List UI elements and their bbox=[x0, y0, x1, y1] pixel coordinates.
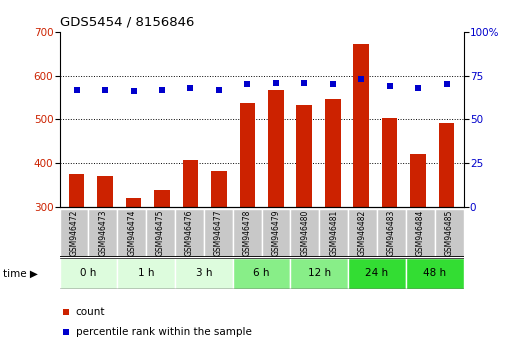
Bar bbox=[60, 258, 117, 289]
Bar bbox=[325, 99, 340, 207]
Bar bbox=[154, 190, 170, 207]
Bar bbox=[60, 209, 89, 257]
Text: GSM946479: GSM946479 bbox=[271, 210, 281, 256]
Text: GSM946472: GSM946472 bbox=[69, 210, 79, 256]
Bar bbox=[233, 258, 291, 289]
Point bbox=[215, 87, 223, 92]
Text: 12 h: 12 h bbox=[308, 268, 331, 279]
Text: GSM946481: GSM946481 bbox=[329, 210, 338, 256]
Text: GSM946475: GSM946475 bbox=[156, 210, 165, 256]
Bar bbox=[406, 258, 464, 289]
Bar bbox=[268, 90, 284, 207]
Text: GSM946474: GSM946474 bbox=[127, 210, 136, 256]
Bar bbox=[146, 209, 175, 257]
Text: GSM946482: GSM946482 bbox=[358, 210, 367, 256]
Bar bbox=[126, 198, 141, 207]
Text: GSM946478: GSM946478 bbox=[242, 210, 252, 256]
Text: 0 h: 0 h bbox=[80, 268, 97, 279]
Text: GSM946473: GSM946473 bbox=[98, 210, 107, 256]
Bar bbox=[175, 209, 204, 257]
Text: percentile rank within the sample: percentile rank within the sample bbox=[76, 327, 252, 337]
Bar bbox=[353, 44, 369, 207]
Text: GSM946480: GSM946480 bbox=[300, 210, 309, 256]
Bar bbox=[239, 103, 255, 207]
Point bbox=[442, 81, 451, 87]
Bar bbox=[89, 209, 117, 257]
Point bbox=[101, 87, 109, 92]
Text: time ▶: time ▶ bbox=[3, 268, 37, 279]
Bar bbox=[439, 124, 454, 207]
Bar bbox=[117, 209, 146, 257]
Point bbox=[414, 85, 422, 91]
Text: 6 h: 6 h bbox=[253, 268, 270, 279]
Point bbox=[385, 83, 394, 89]
Text: 48 h: 48 h bbox=[423, 268, 447, 279]
Text: GSM946484: GSM946484 bbox=[416, 210, 425, 256]
Text: GSM946477: GSM946477 bbox=[214, 210, 223, 256]
Point bbox=[73, 87, 81, 92]
Point bbox=[328, 81, 337, 87]
Bar bbox=[319, 209, 348, 257]
Text: GDS5454 / 8156846: GDS5454 / 8156846 bbox=[60, 16, 194, 29]
Bar bbox=[262, 209, 291, 257]
Bar bbox=[348, 258, 406, 289]
Bar bbox=[117, 258, 175, 289]
Text: GSM946476: GSM946476 bbox=[185, 210, 194, 256]
Point bbox=[300, 80, 308, 86]
Text: 24 h: 24 h bbox=[366, 268, 388, 279]
Bar bbox=[175, 258, 233, 289]
Bar bbox=[233, 209, 262, 257]
Bar bbox=[97, 176, 113, 207]
Text: count: count bbox=[76, 307, 105, 317]
Bar bbox=[69, 174, 84, 207]
Bar bbox=[291, 209, 319, 257]
Bar bbox=[204, 209, 233, 257]
Point bbox=[186, 85, 195, 91]
Bar bbox=[291, 258, 348, 289]
Bar bbox=[377, 209, 406, 257]
Point bbox=[271, 80, 280, 86]
Bar bbox=[348, 209, 377, 257]
Point bbox=[158, 87, 166, 92]
Text: 3 h: 3 h bbox=[196, 268, 212, 279]
Bar bbox=[382, 118, 397, 207]
Bar bbox=[296, 104, 312, 207]
Point bbox=[357, 76, 365, 82]
Bar bbox=[435, 209, 464, 257]
Point bbox=[243, 81, 252, 87]
Bar bbox=[183, 160, 198, 207]
Bar bbox=[211, 171, 227, 207]
Point bbox=[130, 88, 138, 94]
Text: GSM946485: GSM946485 bbox=[444, 210, 454, 256]
Text: GSM946483: GSM946483 bbox=[387, 210, 396, 256]
Bar bbox=[406, 209, 435, 257]
Text: 1 h: 1 h bbox=[138, 268, 154, 279]
Bar bbox=[410, 154, 426, 207]
